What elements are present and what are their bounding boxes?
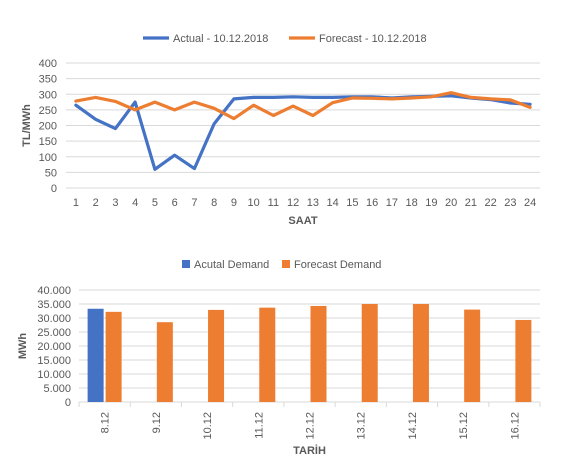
- x-tick-label: 7: [191, 197, 197, 209]
- series-line-actual: [74, 94, 532, 171]
- bar-forecast-demand: [259, 307, 276, 402]
- y-tick-label: 10.000: [37, 369, 71, 381]
- legend-swatch: [182, 260, 190, 268]
- x-tick-label: 14: [327, 197, 339, 209]
- legend-label: Forecast - 10.12.2018: [319, 33, 427, 45]
- y-tick-label: 150: [39, 136, 57, 148]
- bar-actual-demand: [87, 308, 104, 402]
- y-tick-label: 100: [39, 152, 57, 164]
- x-tick-label: 16: [366, 197, 378, 209]
- y-tick-label: 200: [39, 121, 57, 133]
- x-tick-label: 8: [211, 197, 217, 209]
- y-axis-title: TL/MWh: [21, 104, 33, 147]
- y-tick-label: 0: [65, 397, 71, 409]
- x-tick-label: 1: [73, 197, 79, 209]
- y-tick-label: 40.000: [37, 285, 71, 297]
- x-tick-label: 19: [425, 197, 437, 209]
- x-tick-label: 14.12: [407, 412, 419, 440]
- y-tick-label: 250: [39, 105, 57, 117]
- legend-swatch: [282, 260, 290, 268]
- x-tick-label: 6: [172, 197, 178, 209]
- y-tick-label: 5.000: [43, 383, 71, 395]
- y-tick-label: 350: [39, 74, 57, 86]
- x-tick-label: 22: [485, 197, 497, 209]
- x-tick-label: 12: [287, 197, 299, 209]
- y-tick-label: 20.000: [37, 341, 71, 353]
- x-axis-title: TARİH: [293, 444, 326, 455]
- x-tick-label: 4: [132, 197, 138, 209]
- x-tick-label: 3: [112, 197, 118, 209]
- bar-forecast-demand: [310, 305, 327, 402]
- x-tick-label: 10: [248, 197, 260, 209]
- y-tick-label: 35.000: [37, 299, 71, 311]
- legend-label: Actual - 10.12.2018: [173, 33, 268, 45]
- y-axis-title: MWh: [17, 333, 29, 360]
- y-tick-label: 0: [51, 183, 57, 195]
- x-tick-label: 18: [406, 197, 418, 209]
- x-tick-label: 5: [152, 197, 158, 209]
- x-tick-label: 2: [93, 197, 99, 209]
- legend-label: Forecast Demand: [294, 259, 381, 271]
- bar-forecast-demand: [361, 304, 378, 402]
- x-tick-label: 9.12: [151, 412, 163, 433]
- x-tick-label: 9: [231, 197, 237, 209]
- x-tick-label: 13.12: [356, 412, 368, 440]
- x-tick-label: 8.12: [100, 412, 112, 433]
- x-tick-label: 24: [524, 197, 536, 209]
- y-tick-label: 25.000: [37, 327, 71, 339]
- x-tick-label: 11.12: [253, 412, 265, 439]
- x-tick-label: 20: [445, 197, 457, 209]
- x-tick-label: 23: [504, 197, 516, 209]
- x-axis-title: SAAT: [288, 215, 317, 227]
- bar-forecast-demand: [105, 311, 122, 402]
- series-line-forecast: [74, 91, 532, 121]
- y-tick-label: 30.000: [37, 313, 71, 325]
- y-tick-label: 400: [39, 58, 57, 70]
- x-tick-label: 16.12: [509, 412, 521, 440]
- bar-chart-daily-demand: 0 5.000 10.000 15.000 20.000 25.000 30.000 35.0…: [17, 259, 541, 455]
- bar-forecast-demand: [464, 309, 481, 402]
- x-tick-label: 15: [346, 197, 358, 209]
- bar-forecast-demand: [208, 309, 225, 402]
- bar-forecast-demand: [156, 322, 173, 402]
- x-tick-label: 21: [465, 197, 477, 209]
- x-tick-label: 17: [386, 197, 398, 209]
- legend-label: Acutal Demand: [194, 259, 269, 271]
- x-tick-label: 11: [268, 197, 279, 209]
- y-tick-label: 300: [39, 89, 57, 101]
- x-tick-label: 15.12: [458, 412, 470, 440]
- bar-forecast-demand: [412, 304, 429, 402]
- bar-forecast-demand: [515, 319, 532, 402]
- x-tick-label: 10.12: [202, 412, 214, 440]
- y-tick-label: 50: [45, 167, 57, 179]
- x-tick-label: 12.12: [305, 412, 317, 440]
- y-tick-label: 15.000: [37, 355, 71, 367]
- x-tick-label: 13: [307, 197, 319, 209]
